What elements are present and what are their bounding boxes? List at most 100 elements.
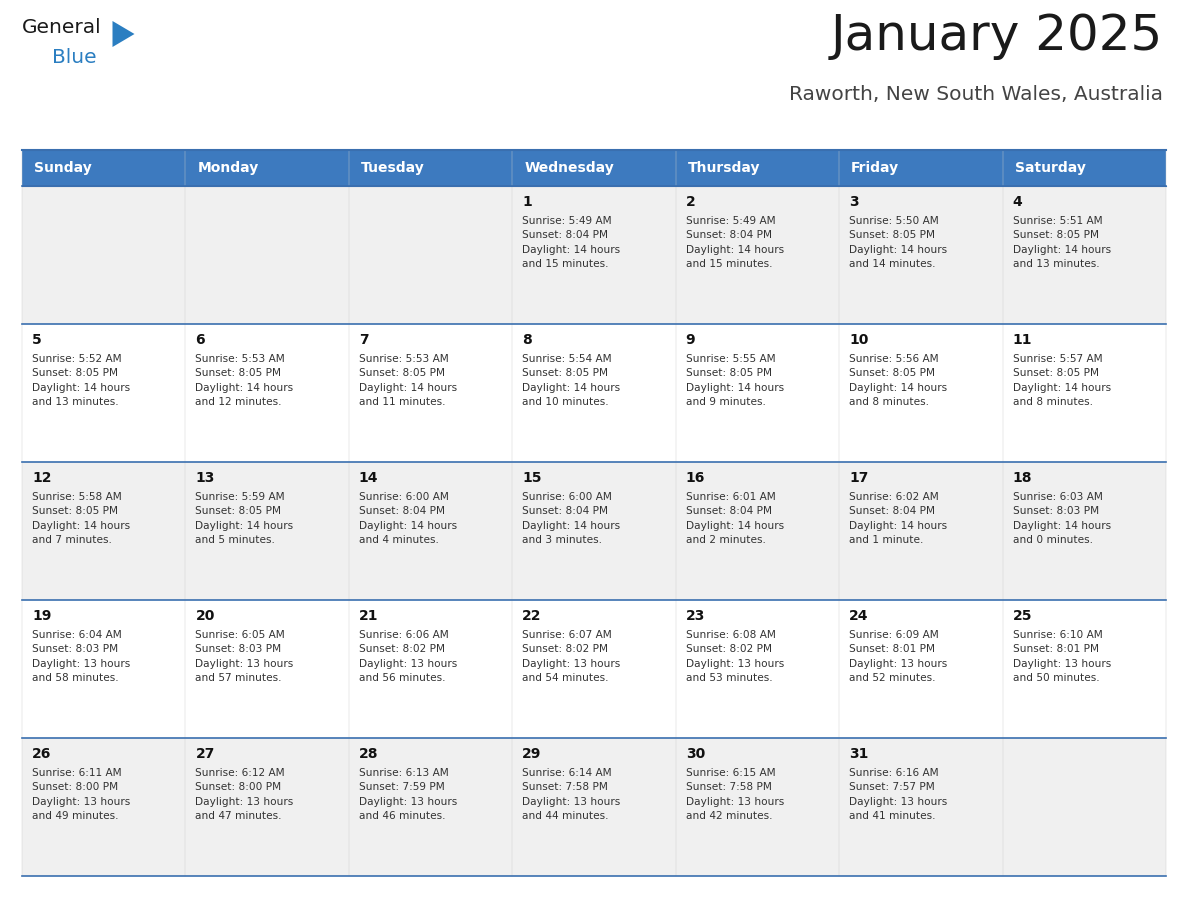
Text: Sunrise: 5:49 AM
Sunset: 8:04 PM
Daylight: 14 hours
and 15 minutes.: Sunrise: 5:49 AM Sunset: 8:04 PM Dayligh… <box>523 216 620 269</box>
Bar <box>185 324 349 462</box>
Text: Sunrise: 6:11 AM
Sunset: 8:00 PM
Daylight: 13 hours
and 49 minutes.: Sunrise: 6:11 AM Sunset: 8:00 PM Dayligh… <box>32 768 131 822</box>
Bar <box>676 738 839 876</box>
Text: Wednesday: Wednesday <box>524 161 614 175</box>
Bar <box>1003 462 1165 600</box>
Text: Sunrise: 5:52 AM
Sunset: 8:05 PM
Daylight: 14 hours
and 13 minutes.: Sunrise: 5:52 AM Sunset: 8:05 PM Dayligh… <box>32 354 131 408</box>
Text: 14: 14 <box>359 471 378 485</box>
Text: 19: 19 <box>32 609 51 623</box>
Text: Sunrise: 6:13 AM
Sunset: 7:59 PM
Daylight: 13 hours
and 46 minutes.: Sunrise: 6:13 AM Sunset: 7:59 PM Dayligh… <box>359 768 457 822</box>
Bar <box>349 150 512 186</box>
Bar <box>1003 324 1165 462</box>
Bar <box>839 150 1003 186</box>
Text: Sunrise: 5:49 AM
Sunset: 8:04 PM
Daylight: 14 hours
and 15 minutes.: Sunrise: 5:49 AM Sunset: 8:04 PM Dayligh… <box>685 216 784 269</box>
Text: 30: 30 <box>685 747 704 761</box>
Bar <box>512 150 676 186</box>
Text: Tuesday: Tuesday <box>361 161 424 175</box>
Text: 5: 5 <box>32 333 42 347</box>
Bar <box>185 150 349 186</box>
Bar <box>185 600 349 738</box>
Bar <box>839 324 1003 462</box>
Text: 17: 17 <box>849 471 868 485</box>
Text: 13: 13 <box>196 471 215 485</box>
Text: 22: 22 <box>523 609 542 623</box>
Bar <box>676 324 839 462</box>
Text: 7: 7 <box>359 333 368 347</box>
Bar <box>23 324 185 462</box>
Bar <box>512 462 676 600</box>
Bar <box>349 600 512 738</box>
Text: January 2025: January 2025 <box>830 12 1163 60</box>
Bar <box>512 324 676 462</box>
Bar <box>512 738 676 876</box>
Text: Sunrise: 6:05 AM
Sunset: 8:03 PM
Daylight: 13 hours
and 57 minutes.: Sunrise: 6:05 AM Sunset: 8:03 PM Dayligh… <box>196 630 293 683</box>
Bar <box>23 186 185 324</box>
Bar <box>1003 600 1165 738</box>
Text: Sunrise: 5:56 AM
Sunset: 8:05 PM
Daylight: 14 hours
and 8 minutes.: Sunrise: 5:56 AM Sunset: 8:05 PM Dayligh… <box>849 354 947 408</box>
Text: Sunrise: 6:04 AM
Sunset: 8:03 PM
Daylight: 13 hours
and 58 minutes.: Sunrise: 6:04 AM Sunset: 8:03 PM Dayligh… <box>32 630 131 683</box>
Bar <box>1003 738 1165 876</box>
Text: Sunrise: 6:02 AM
Sunset: 8:04 PM
Daylight: 14 hours
and 1 minute.: Sunrise: 6:02 AM Sunset: 8:04 PM Dayligh… <box>849 492 947 545</box>
Text: Sunrise: 5:53 AM
Sunset: 8:05 PM
Daylight: 14 hours
and 11 minutes.: Sunrise: 5:53 AM Sunset: 8:05 PM Dayligh… <box>359 354 457 408</box>
Text: Sunday: Sunday <box>34 161 91 175</box>
Text: Sunrise: 6:07 AM
Sunset: 8:02 PM
Daylight: 13 hours
and 54 minutes.: Sunrise: 6:07 AM Sunset: 8:02 PM Dayligh… <box>523 630 620 683</box>
Text: 6: 6 <box>196 333 206 347</box>
Bar <box>676 462 839 600</box>
Bar <box>349 738 512 876</box>
Text: 23: 23 <box>685 609 706 623</box>
Bar <box>349 462 512 600</box>
Text: Sunrise: 6:16 AM
Sunset: 7:57 PM
Daylight: 13 hours
and 41 minutes.: Sunrise: 6:16 AM Sunset: 7:57 PM Dayligh… <box>849 768 947 822</box>
Text: Sunrise: 6:10 AM
Sunset: 8:01 PM
Daylight: 13 hours
and 50 minutes.: Sunrise: 6:10 AM Sunset: 8:01 PM Dayligh… <box>1012 630 1111 683</box>
Text: Sunrise: 6:12 AM
Sunset: 8:00 PM
Daylight: 13 hours
and 47 minutes.: Sunrise: 6:12 AM Sunset: 8:00 PM Dayligh… <box>196 768 293 822</box>
Text: 25: 25 <box>1012 609 1032 623</box>
Bar <box>839 738 1003 876</box>
Text: Sunrise: 5:50 AM
Sunset: 8:05 PM
Daylight: 14 hours
and 14 minutes.: Sunrise: 5:50 AM Sunset: 8:05 PM Dayligh… <box>849 216 947 269</box>
Text: Sunrise: 5:57 AM
Sunset: 8:05 PM
Daylight: 14 hours
and 8 minutes.: Sunrise: 5:57 AM Sunset: 8:05 PM Dayligh… <box>1012 354 1111 408</box>
Bar <box>185 738 349 876</box>
Text: Sunrise: 6:15 AM
Sunset: 7:58 PM
Daylight: 13 hours
and 42 minutes.: Sunrise: 6:15 AM Sunset: 7:58 PM Dayligh… <box>685 768 784 822</box>
Text: Sunrise: 6:09 AM
Sunset: 8:01 PM
Daylight: 13 hours
and 52 minutes.: Sunrise: 6:09 AM Sunset: 8:01 PM Dayligh… <box>849 630 947 683</box>
Text: 15: 15 <box>523 471 542 485</box>
Text: 24: 24 <box>849 609 868 623</box>
Bar <box>839 186 1003 324</box>
Text: Friday: Friday <box>851 161 899 175</box>
Text: Sunrise: 6:00 AM
Sunset: 8:04 PM
Daylight: 14 hours
and 3 minutes.: Sunrise: 6:00 AM Sunset: 8:04 PM Dayligh… <box>523 492 620 545</box>
Bar <box>1003 150 1165 186</box>
Text: 10: 10 <box>849 333 868 347</box>
Text: 27: 27 <box>196 747 215 761</box>
Polygon shape <box>113 21 134 47</box>
Bar <box>185 186 349 324</box>
Bar <box>185 462 349 600</box>
Bar <box>1003 186 1165 324</box>
Bar <box>676 186 839 324</box>
Text: 9: 9 <box>685 333 695 347</box>
Text: Sunrise: 5:59 AM
Sunset: 8:05 PM
Daylight: 14 hours
and 5 minutes.: Sunrise: 5:59 AM Sunset: 8:05 PM Dayligh… <box>196 492 293 545</box>
Text: Monday: Monday <box>197 161 259 175</box>
Text: 11: 11 <box>1012 333 1032 347</box>
Bar <box>23 150 185 186</box>
Bar <box>839 462 1003 600</box>
Text: 21: 21 <box>359 609 378 623</box>
Text: 8: 8 <box>523 333 532 347</box>
Bar <box>23 738 185 876</box>
Bar <box>676 600 839 738</box>
Bar <box>676 150 839 186</box>
Text: 4: 4 <box>1012 195 1023 209</box>
Text: Sunrise: 6:00 AM
Sunset: 8:04 PM
Daylight: 14 hours
and 4 minutes.: Sunrise: 6:00 AM Sunset: 8:04 PM Dayligh… <box>359 492 457 545</box>
Text: Sunrise: 6:14 AM
Sunset: 7:58 PM
Daylight: 13 hours
and 44 minutes.: Sunrise: 6:14 AM Sunset: 7:58 PM Dayligh… <box>523 768 620 822</box>
Text: Sunrise: 6:01 AM
Sunset: 8:04 PM
Daylight: 14 hours
and 2 minutes.: Sunrise: 6:01 AM Sunset: 8:04 PM Dayligh… <box>685 492 784 545</box>
Bar <box>349 324 512 462</box>
Text: 28: 28 <box>359 747 378 761</box>
Bar <box>839 600 1003 738</box>
Text: Sunrise: 5:53 AM
Sunset: 8:05 PM
Daylight: 14 hours
and 12 minutes.: Sunrise: 5:53 AM Sunset: 8:05 PM Dayligh… <box>196 354 293 408</box>
Text: Sunrise: 6:03 AM
Sunset: 8:03 PM
Daylight: 14 hours
and 0 minutes.: Sunrise: 6:03 AM Sunset: 8:03 PM Dayligh… <box>1012 492 1111 545</box>
Text: 2: 2 <box>685 195 695 209</box>
Text: Thursday: Thursday <box>688 161 760 175</box>
Text: 20: 20 <box>196 609 215 623</box>
Text: Sunrise: 5:51 AM
Sunset: 8:05 PM
Daylight: 14 hours
and 13 minutes.: Sunrise: 5:51 AM Sunset: 8:05 PM Dayligh… <box>1012 216 1111 269</box>
Text: General: General <box>23 18 102 37</box>
Bar <box>23 462 185 600</box>
Bar <box>23 600 185 738</box>
Text: 1: 1 <box>523 195 532 209</box>
Text: 26: 26 <box>32 747 51 761</box>
Text: Sunrise: 5:54 AM
Sunset: 8:05 PM
Daylight: 14 hours
and 10 minutes.: Sunrise: 5:54 AM Sunset: 8:05 PM Dayligh… <box>523 354 620 408</box>
